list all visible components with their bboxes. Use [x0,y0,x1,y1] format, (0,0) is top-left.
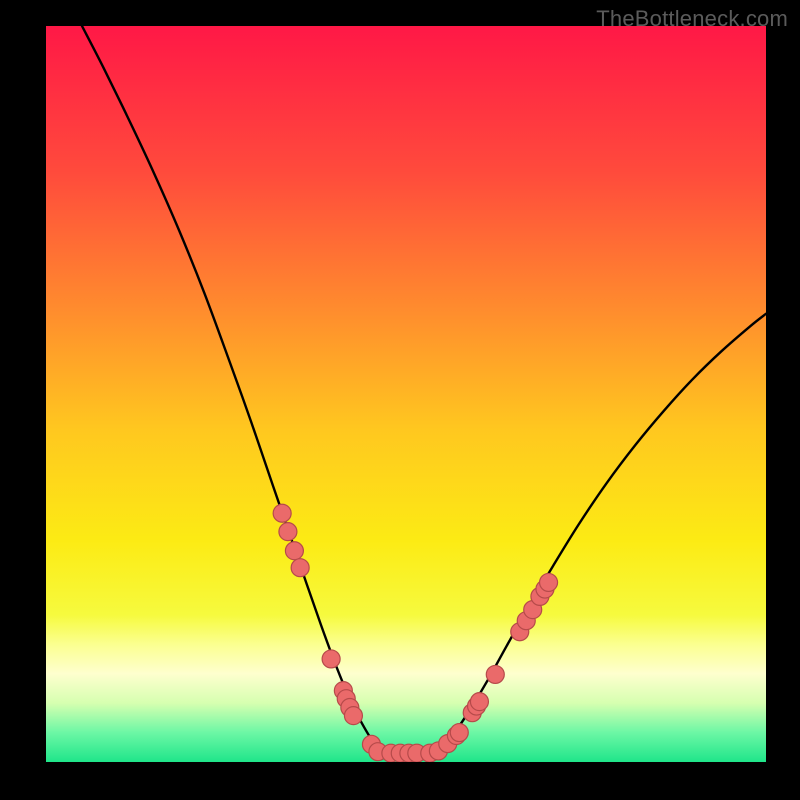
curve-marker [450,724,468,742]
curve-marker [322,650,340,668]
plot-frame [46,26,766,762]
plot-svg [46,26,766,762]
curve-marker [344,707,362,725]
curve-marker [291,559,309,577]
curve-marker [273,504,291,522]
chart-container: TheBottleneck.com [0,0,800,800]
curve-marker [279,523,297,541]
curve-marker [540,573,558,591]
gradient-background [46,26,766,762]
curve-marker [470,693,488,711]
curve-marker [285,542,303,560]
curve-marker [486,665,504,683]
